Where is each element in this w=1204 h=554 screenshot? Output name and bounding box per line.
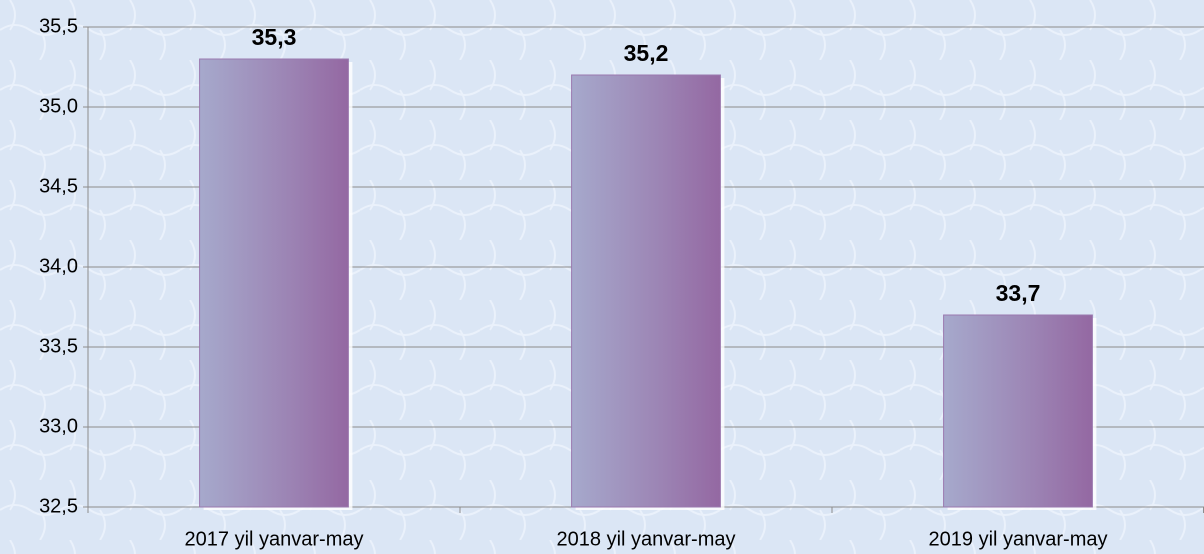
value-label: 35,3 [252,24,297,50]
x-tick-label: 2019 yil yanvar-may [929,528,1108,550]
y-tick-label: 32,5 [39,495,78,517]
y-tick-label: 34,0 [39,255,78,277]
x-tick-label: 2018 yil yanvar-may [557,528,736,550]
y-tick-label: 33,0 [39,415,78,437]
y-tick-label: 33,5 [39,335,78,357]
x-tick-label: 2017 yil yanvar-may [185,528,364,550]
y-tick-label: 34,5 [39,175,78,197]
bar [571,74,721,508]
bar [199,58,349,508]
bar [943,314,1093,508]
y-tick-label: 35,5 [39,15,78,37]
value-label: 33,7 [996,280,1041,306]
value-label: 35,2 [624,40,669,66]
y-tick-label: 35,0 [39,95,78,117]
